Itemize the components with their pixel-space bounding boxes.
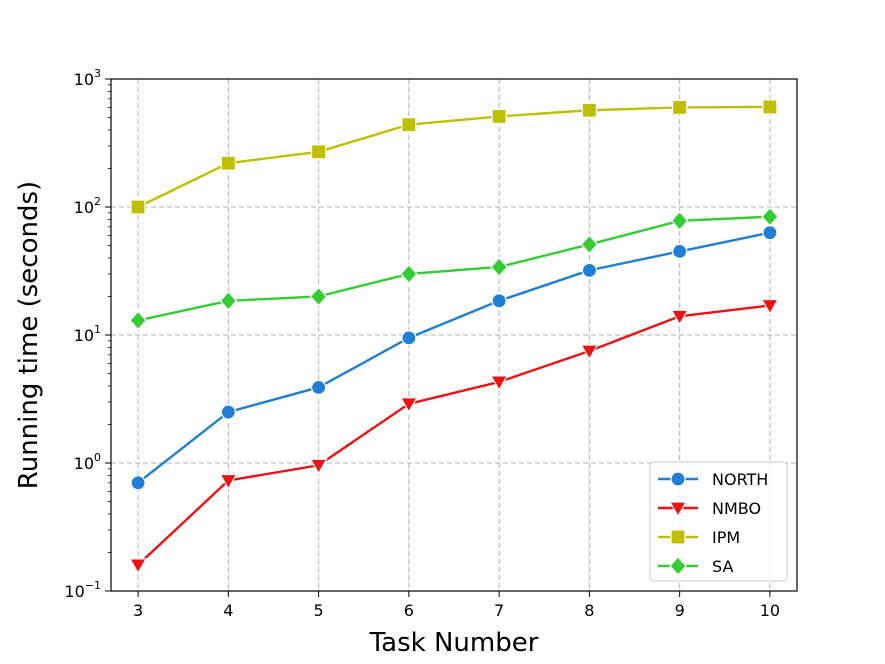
data-point (580, 344, 599, 361)
legend: NORTH NMBO IPM SA (649, 461, 788, 582)
y-tick-exponent: 2 (94, 195, 101, 208)
series-sa (129, 206, 779, 331)
data-point (129, 310, 147, 331)
y-tick-base: 10 (74, 198, 94, 217)
data-point (670, 210, 689, 231)
legend-entry-sa: SA (658, 556, 733, 576)
data-point (309, 458, 328, 475)
legend-entry-nmbo: NMBO (658, 499, 761, 518)
data-point (311, 379, 327, 395)
data-point (219, 290, 238, 311)
x-tick-label: 10 (760, 601, 780, 620)
x-tick-label: 8 (584, 601, 594, 620)
data-point (401, 330, 417, 346)
legend-marker (668, 501, 688, 518)
series-nmbo (129, 298, 779, 575)
data-point (401, 117, 417, 133)
data-point (580, 234, 599, 255)
data-point (581, 102, 597, 118)
data-point (491, 108, 507, 125)
y-tick-base: 10 (74, 70, 94, 89)
y-tick-base: 10 (74, 454, 94, 473)
legend-label: IPM (712, 528, 740, 547)
data-point (762, 99, 778, 115)
y-axis-label: Running time (seconds) (14, 181, 44, 489)
data-point (129, 558, 148, 575)
data-point (130, 199, 146, 215)
legend-marker (670, 471, 686, 487)
x-tick-label: 9 (675, 601, 685, 620)
legend-label: NORTH (712, 470, 768, 489)
data-point (220, 404, 236, 420)
data-point (490, 375, 509, 392)
x-tick-label: 3 (133, 601, 143, 620)
data-point (491, 293, 507, 309)
series-line (137, 231, 771, 484)
data-point (672, 99, 688, 115)
legend-entry-ipm: IPM (658, 528, 740, 547)
data-point (761, 206, 779, 227)
y-tick-base: 10 (64, 582, 84, 601)
data-point (672, 243, 688, 259)
series-north (130, 225, 778, 491)
x-axis-label: Task Number (369, 628, 539, 658)
legend-entry-north: NORTH (658, 470, 768, 489)
data-point (760, 298, 779, 315)
data-point (400, 264, 418, 284)
data-point (309, 286, 328, 307)
data-point (311, 144, 327, 160)
legend-box (649, 461, 788, 582)
y-tick-label: 100 (74, 451, 101, 473)
series-line (137, 105, 770, 209)
x-tick-label: 5 (314, 601, 324, 620)
data-point (670, 309, 689, 326)
series-group (129, 99, 779, 575)
y-tick-label: 10−1 (64, 579, 101, 601)
series-line (137, 304, 771, 566)
y-tick-exponent: 1 (94, 323, 101, 336)
data-point (490, 257, 508, 277)
data-point (220, 155, 236, 171)
data-point (130, 475, 146, 491)
data-point (581, 262, 597, 278)
y-tick-label: 101 (74, 323, 101, 345)
x-tick-label: 6 (404, 601, 414, 620)
y-tick-base: 10 (74, 326, 94, 345)
y-tick-exponent: 0 (94, 451, 101, 464)
y-tick-exponent: 3 (94, 67, 101, 80)
series-line (137, 215, 770, 322)
data-point (219, 473, 238, 490)
y-tick-label: 102 (74, 195, 101, 217)
legend-marker (670, 529, 686, 545)
x-tick-label: 7 (494, 601, 504, 620)
legend-label: SA (712, 557, 733, 576)
legend-marker (669, 556, 687, 576)
data-point (762, 225, 778, 241)
data-point (399, 397, 418, 414)
y-tick-exponent: −1 (85, 579, 101, 592)
y-tick-label: 103 (74, 67, 101, 89)
series-ipm (130, 99, 778, 215)
x-tick-label: 4 (223, 601, 233, 620)
legend-label: NMBO (712, 499, 761, 518)
